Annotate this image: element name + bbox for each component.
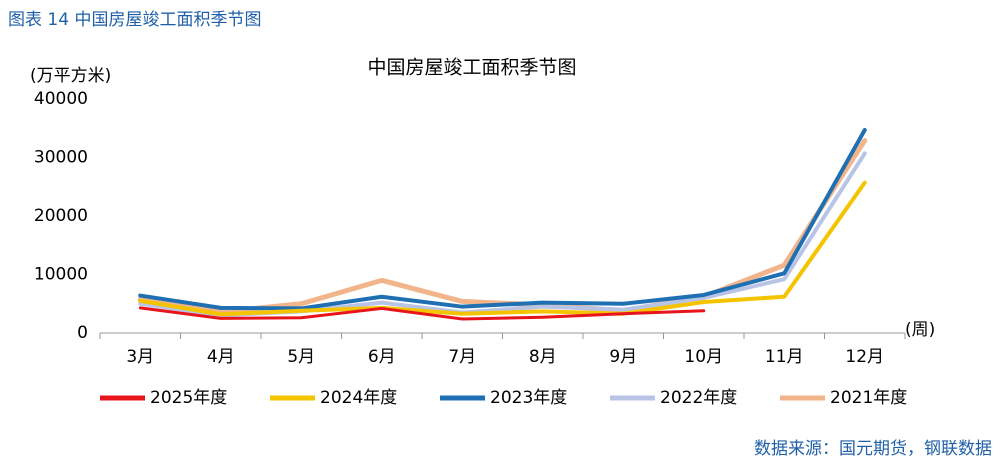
y-axis-label: (万平方米) (30, 66, 111, 86)
x-tick-label: 11月 (765, 347, 804, 367)
series-line (138, 306, 706, 321)
x-tick-label: 4月 (207, 347, 235, 367)
legend-label: 2022年度 (660, 388, 737, 408)
x-tick-label: 9月 (609, 347, 637, 367)
y-tick-label: 20000 (34, 206, 88, 226)
x-axis-label: (周) (905, 320, 935, 340)
y-tick-label: 10000 (34, 265, 88, 285)
x-tick-label: 8月 (529, 347, 557, 367)
source: 数据来源：国元期货，钢联数据 (754, 439, 992, 459)
x-tick-label: 3月 (126, 347, 154, 367)
x-tick-label: 5月 (287, 347, 315, 367)
legend-label: 2021年度 (830, 388, 907, 408)
legend-label: 2025年度 (150, 388, 227, 408)
y-tick-label: 0 (77, 323, 88, 343)
chart-title: 中国房屋竣工面积季节图 (367, 57, 576, 79)
series-line (138, 180, 867, 317)
x-tick-label: 10月 (684, 347, 723, 367)
x-tick-label: 6月 (368, 347, 396, 367)
x-tick-label: 12月 (845, 347, 884, 367)
caption: 图表 14 中国房屋竣工面积季节图 (8, 10, 261, 30)
y-tick-label: 30000 (34, 148, 88, 168)
x-tick-label: 7月 (448, 347, 476, 367)
legend-label: 2024年度 (320, 388, 397, 408)
series-line (138, 128, 867, 311)
legend-label: 2023年度 (490, 388, 567, 408)
series-line (138, 151, 867, 318)
y-tick-label: 40000 (34, 89, 88, 109)
